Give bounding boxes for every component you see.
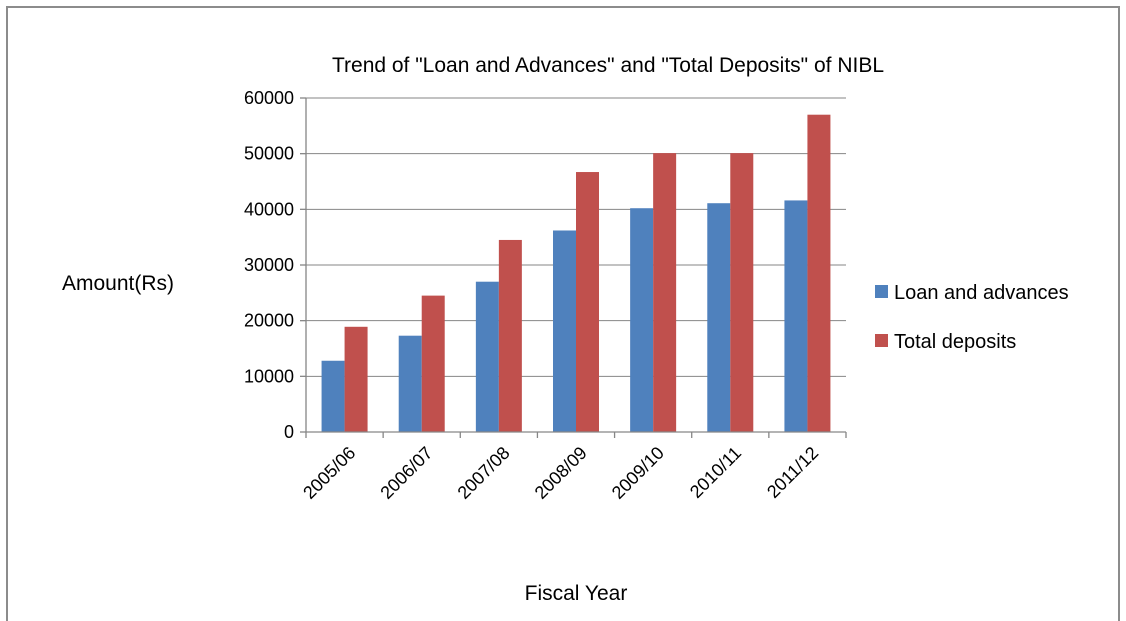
bar-deposits-4 [653, 153, 677, 433]
legend-swatch-0 [875, 285, 888, 298]
bars [321, 114, 831, 433]
bar-loan-3 [553, 230, 576, 432]
y-tick-label-1: 10000 [244, 366, 294, 386]
y-tick-label-3: 30000 [244, 255, 294, 275]
bar-loan-2 [475, 281, 499, 432]
bar-deposits-3 [576, 172, 599, 432]
x-axis-label: Fiscal Year [525, 582, 628, 605]
x-tick-label-2: 2007/08 [454, 443, 514, 503]
legend: Loan and advances Total deposits [875, 282, 1069, 353]
x-tick-label-6: 2011/12 [763, 443, 822, 502]
bar-deposits-2 [498, 239, 522, 432]
legend-swatch-1 [875, 334, 888, 347]
bar-deposits-6 [807, 114, 831, 432]
legend-label-1: Total deposits [894, 331, 1016, 353]
bar-deposits-0 [344, 326, 368, 432]
bar-loan-5 [707, 203, 731, 432]
y-tick-label-6: 60000 [244, 88, 294, 108]
bar-loan-6 [784, 200, 808, 432]
bar-loan-1 [398, 335, 422, 432]
y-axis-label: Amount(Rs) [62, 272, 174, 295]
y-tick-label-5: 50000 [244, 144, 294, 164]
bar-deposits-5 [730, 153, 754, 433]
x-tick-labels: 2005/06 2006/07 2007/08 2008/09 2009/10 2010/… [299, 443, 822, 503]
y-tick-label-4: 40000 [244, 199, 294, 219]
x-tick-label-4: 2009/10 [608, 443, 668, 503]
y-tick-label-0: 0 [284, 422, 294, 442]
legend-label-0: Loan and advances [894, 282, 1069, 304]
x-tick-label-0: 2005/06 [299, 443, 359, 503]
y-tick-label-2: 20000 [244, 311, 294, 331]
chart-title: Trend of "Loan and Advances" and "Total … [332, 54, 884, 77]
axes [300, 97, 847, 438]
x-tick-label-5: 2010/11 [686, 443, 745, 502]
x-tick-label-3: 2008/09 [531, 443, 591, 503]
x-tick-label-1: 2006/07 [376, 443, 436, 503]
bar-deposits-1 [421, 295, 445, 432]
y-tick-labels: 0 10000 20000 30000 40000 50000 60000 [244, 88, 294, 442]
bar-loan-4 [630, 208, 654, 432]
bar-loan-0 [321, 360, 345, 432]
